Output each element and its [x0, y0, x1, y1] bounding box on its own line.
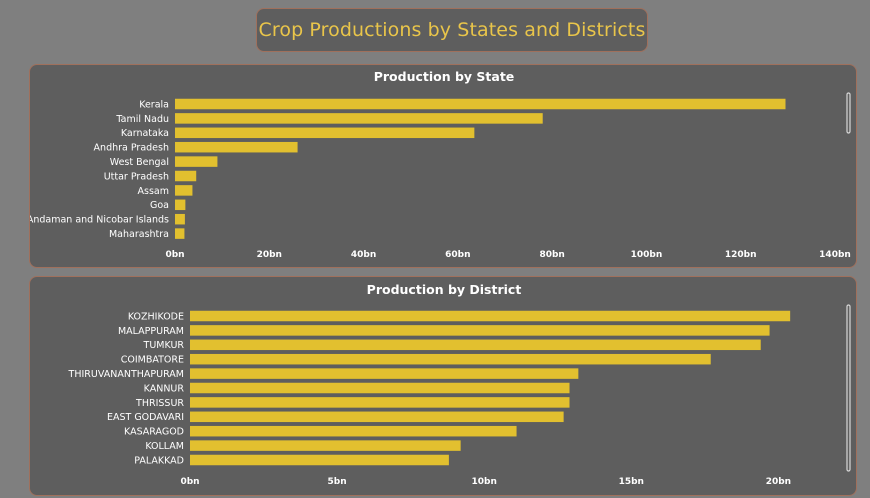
state-category-label: West Bengal [110, 157, 169, 168]
district-category-label: KOZHIKODE [128, 311, 184, 322]
district-category-label: COIMBATORE [121, 355, 184, 366]
district-bar[interactable] [190, 353, 711, 365]
state-category-label: Tamil Nadu [115, 114, 169, 125]
state-category-label: Uttar Pradesh [104, 171, 169, 182]
state-category-label: Goa [150, 200, 169, 211]
state-x-tick-label: 140bn [819, 250, 851, 260]
district-category-label: MALAPPURAM [118, 326, 184, 337]
state-bar[interactable] [175, 228, 185, 239]
state-x-tick-label: 40bn [351, 250, 376, 260]
district-category-label: KASARAGOD [124, 427, 184, 438]
district-bar[interactable] [190, 397, 570, 408]
state-category-label: Andaman and Nicobar Islands [30, 215, 169, 226]
district-x-tick-label: 15bn [619, 477, 644, 487]
district-category-label: THRISSUR [135, 398, 184, 409]
state-bar[interactable] [175, 185, 193, 196]
state-category-label: Assam [138, 186, 169, 197]
district-x-tick-label: 20bn [766, 477, 791, 487]
state-scrollbar[interactable] [846, 92, 851, 134]
district-bar[interactable] [190, 454, 449, 466]
state-bar[interactable] [175, 127, 475, 139]
district-x-tick-label: 0bn [180, 477, 199, 487]
production-by-state-panel: Production by State Kerala Tamil Nadu Karna… [29, 64, 857, 268]
district-bar[interactable] [190, 411, 564, 423]
production-by-state-chart: Production by State Kerala Tamil Nadu Karna… [30, 69, 851, 260]
state-x-tick-label: 100bn [631, 250, 663, 260]
district-x-tick-label: 10bn [472, 477, 497, 487]
district-category-label: KOLLAM [145, 441, 184, 452]
state-x-tick-label: 20bn [257, 250, 282, 260]
district-category-label: EAST GODAVARI [107, 412, 184, 423]
district-bar[interactable] [190, 339, 761, 351]
state-x-tick-label: 60bn [445, 250, 470, 260]
production-by-district-panel: Production by District KOZHIKODE MALAPPURA… [29, 276, 857, 496]
district-bar[interactable] [190, 310, 791, 322]
state-category-label: Kerala [139, 99, 169, 110]
district-bar[interactable] [190, 382, 570, 394]
district-scrollbar[interactable] [846, 304, 851, 472]
state-category-label: Karnataka [121, 128, 169, 139]
district-bar[interactable] [190, 368, 579, 379]
district-category-label: PALAKKAD [134, 455, 184, 466]
district-bar[interactable] [190, 325, 770, 336]
production-by-district-chart: Production by District KOZHIKODE MALAPPURA… [68, 282, 851, 487]
state-x-tick-label: 0bn [165, 250, 184, 260]
state-bar[interactable] [175, 113, 543, 124]
state-bar[interactable] [175, 98, 786, 110]
district-x-tick-label: 5bn [328, 477, 347, 487]
state-bar[interactable] [175, 199, 186, 211]
state-bar[interactable] [175, 141, 298, 153]
district-bar[interactable] [190, 425, 517, 437]
state-bar[interactable] [175, 213, 185, 225]
state-x-tick-label: 80bn [539, 250, 564, 260]
district-category-label: KANNUR [144, 383, 185, 394]
state-bar[interactable] [175, 170, 197, 182]
district-category-label: TUMKUR [143, 340, 185, 351]
district-bar[interactable] [190, 440, 461, 451]
state-category-label: Andhra Pradesh [94, 143, 169, 154]
dashboard-title: Crop Productions by States and Districts [258, 19, 646, 41]
district-category-label: THIRUVANANTHAPURAM [68, 369, 184, 380]
state-chart-title: Production by State [374, 69, 515, 84]
state-x-tick-label: 120bn [725, 250, 757, 260]
state-category-label: Maharashtra [109, 229, 169, 240]
state-bar[interactable] [175, 156, 218, 167]
district-chart-title: Production by District [367, 282, 522, 297]
dashboard-title-box: Crop Productions by States and Districts [256, 8, 648, 52]
